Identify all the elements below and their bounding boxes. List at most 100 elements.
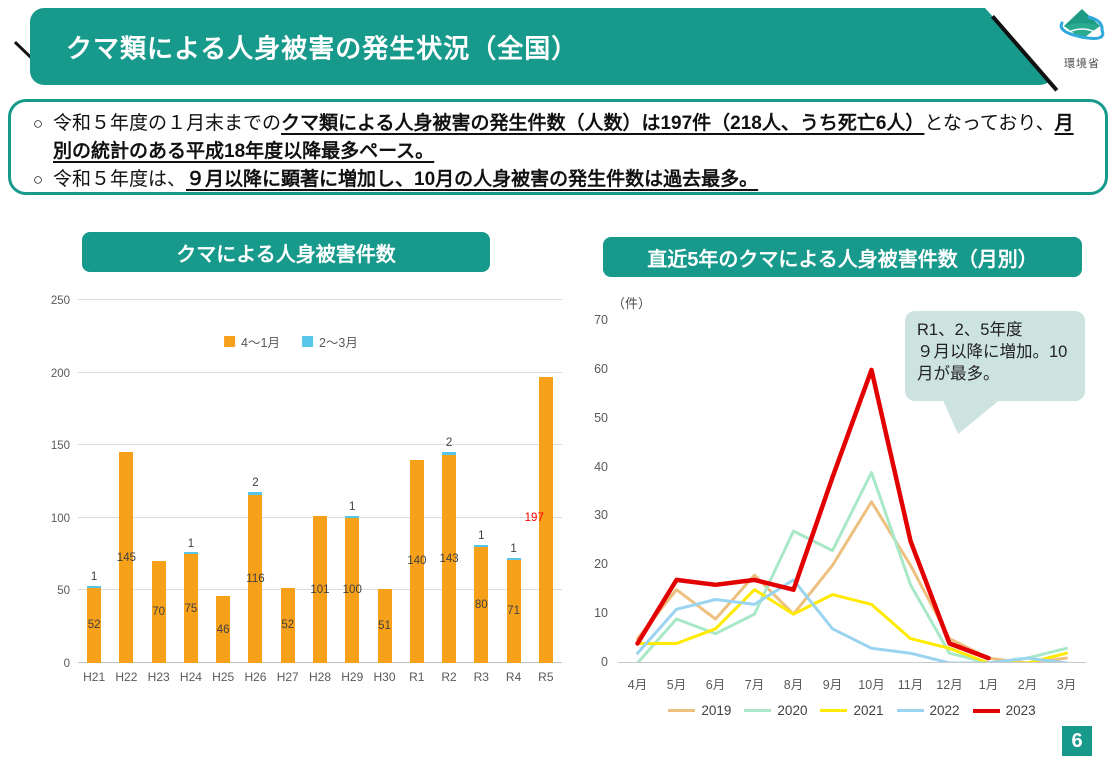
line-category-label: 6月 bbox=[705, 678, 726, 692]
line-category-label: 12月 bbox=[936, 678, 963, 692]
legend-item: 2～3月 bbox=[301, 332, 358, 351]
bar-slot: 46 H25 bbox=[207, 300, 239, 684]
bar-value: 101 bbox=[310, 583, 330, 596]
bar-segment-main bbox=[280, 587, 295, 663]
line-category-label: 1月 bbox=[978, 678, 999, 692]
bar-segment-main bbox=[87, 587, 102, 663]
line-ytick-label: 60 bbox=[594, 361, 608, 376]
bar-segment-cap bbox=[345, 515, 360, 518]
bullet-segment: クマ類による人身被害の発生件数（人数）は197件（218人、うち死亡6人） bbox=[281, 113, 925, 134]
bar-value: 70 bbox=[152, 606, 166, 619]
bar-segment-cap bbox=[442, 452, 457, 456]
line-chart-legend: 2019 2020 2021 2022 2023 bbox=[618, 703, 1086, 718]
bar-value: 116 bbox=[246, 572, 265, 585]
page-number-badge: 6 bbox=[1062, 726, 1092, 756]
bar-category-label: H24 bbox=[179, 670, 202, 684]
bullet-text: 令和５年度は、９月以降に顕著に増加し、10月の人身被害の発生件数は過去最多。 bbox=[53, 166, 1091, 194]
bar-segment-cap bbox=[183, 552, 198, 555]
legend-item: 2021 bbox=[820, 703, 884, 718]
bar-gridline bbox=[78, 371, 562, 373]
bar-chart-plot: 4～1月 2～3月 0 50 100 150 200 250 1 52 H21 145 H22 70 H2… bbox=[51, 295, 562, 684]
legend-item: 4～1月 bbox=[224, 332, 280, 351]
line-series-2021 bbox=[636, 588, 1068, 665]
legend-swatch bbox=[224, 336, 236, 347]
bar-category-label: H27 bbox=[276, 670, 299, 684]
line-ytick-label: 10 bbox=[594, 606, 608, 621]
legend-label: 2～3月 bbox=[318, 336, 358, 350]
bar-category-label: H21 bbox=[83, 670, 106, 684]
legend-swatch bbox=[301, 336, 313, 347]
line-series-2023 bbox=[635, 367, 991, 661]
line-category-label: 7月 bbox=[744, 678, 765, 692]
bar-slot: 70 H23 bbox=[143, 300, 175, 684]
bar-slot: 140 R1 bbox=[401, 300, 433, 684]
bar-category-label: H25 bbox=[212, 670, 235, 684]
bar-segment-main bbox=[119, 452, 134, 663]
bar-value: 51 bbox=[378, 619, 391, 632]
line-chart-title: 直近5年のクマによる人身被害件数（月別） bbox=[603, 237, 1082, 277]
bar-segment-main bbox=[248, 494, 263, 663]
bar-slot: 1 75 H24 bbox=[175, 300, 207, 684]
bar-ytick-label: 0 bbox=[63, 658, 70, 670]
summary-bullet: ○ 令和５年度の１月末までのクマ類による人身被害の発生件数（人数）は197件（21… bbox=[23, 110, 1091, 166]
bar-category-label: H26 bbox=[244, 670, 267, 684]
page-title: クマ類による人身被害の発生状況（全国） bbox=[66, 33, 579, 63]
bar-cap-value: 1 bbox=[478, 530, 485, 543]
bar-slot: 1 100 H29 bbox=[336, 300, 368, 684]
bar-segment-main bbox=[377, 588, 392, 663]
bullet-segment: 月別の統計のある平成18年度以降最多ペース。 bbox=[53, 113, 1074, 162]
bar-category-label: H23 bbox=[147, 670, 170, 684]
legend-swatch bbox=[820, 709, 848, 712]
bar-segment-main bbox=[312, 516, 327, 663]
bar-value: 145 bbox=[116, 551, 136, 564]
bar-category-label: H22 bbox=[115, 670, 138, 684]
bar-segment-main bbox=[183, 554, 198, 663]
legend-label: 2019 bbox=[701, 703, 732, 718]
line-category-label: 8月 bbox=[783, 678, 804, 692]
legend-label: 2023 bbox=[1005, 703, 1036, 718]
line-ytick-label: 0 bbox=[601, 655, 608, 669]
bar-slot: 2 143 R2 bbox=[433, 300, 465, 684]
annotation-callout-tail bbox=[942, 398, 1002, 434]
legend-swatch bbox=[896, 709, 924, 712]
bar-ytick-label: 250 bbox=[50, 295, 70, 307]
bar-segment-main bbox=[345, 517, 360, 663]
legend-label: 4～1月 bbox=[241, 336, 280, 350]
bar-value: 100 bbox=[342, 584, 362, 597]
line-ytick-label: 20 bbox=[594, 557, 608, 572]
bar-value: 52 bbox=[281, 619, 295, 632]
bullet-segment: ９月以降に顕著に増加し、10月の人身被害の発生件数は過去最多。 bbox=[186, 169, 759, 190]
line-category-label: 4月 bbox=[627, 678, 648, 692]
bar-category-label: H30 bbox=[373, 670, 396, 684]
line-ytick-label: 50 bbox=[594, 410, 608, 425]
summary-bullet: ○ 令和５年度は、９月以降に顕著に増加し、10月の人身被害の発生件数は過去最多。 bbox=[23, 166, 1091, 194]
bar-cap-value: 2 bbox=[252, 476, 259, 489]
bullet-segment: 令和５年度は、 bbox=[53, 169, 187, 190]
bar-value: 80 bbox=[474, 598, 488, 611]
ministry-logo: 環境省 bbox=[1057, 6, 1107, 78]
bullet-marker: ○ bbox=[32, 170, 44, 189]
bar-cap-value: 1 bbox=[510, 543, 517, 556]
ministry-logo-caption: 環境省 bbox=[1064, 58, 1100, 70]
bar-value: 197 bbox=[524, 511, 544, 524]
bar-gridline bbox=[78, 299, 562, 300]
bar-slot: 2 116 H26 bbox=[239, 300, 271, 684]
bullet-marker: ○ bbox=[32, 114, 44, 133]
line-series-2022 bbox=[636, 578, 1068, 665]
bar-segment-main bbox=[409, 459, 424, 663]
bar-ytick-label: 50 bbox=[57, 585, 70, 598]
bar-segment-main bbox=[216, 596, 231, 663]
line-ytick-label: 30 bbox=[594, 508, 608, 523]
line-chart-axis bbox=[618, 662, 1086, 663]
line-series-2019 bbox=[636, 500, 1068, 665]
bar-value: 52 bbox=[87, 619, 101, 632]
legend-label: 2021 bbox=[853, 703, 884, 718]
bar-category-label: R1 bbox=[409, 670, 425, 684]
legend-label: 2022 bbox=[929, 703, 960, 718]
bar-value: 75 bbox=[184, 602, 198, 615]
legend-item: 2020 bbox=[744, 703, 807, 718]
bar-slot: 1 52 H21 bbox=[78, 300, 110, 684]
bar-slot: 51 H30 bbox=[368, 300, 400, 684]
bar-chart-legend: 4～1月 2～3月 bbox=[224, 332, 358, 351]
